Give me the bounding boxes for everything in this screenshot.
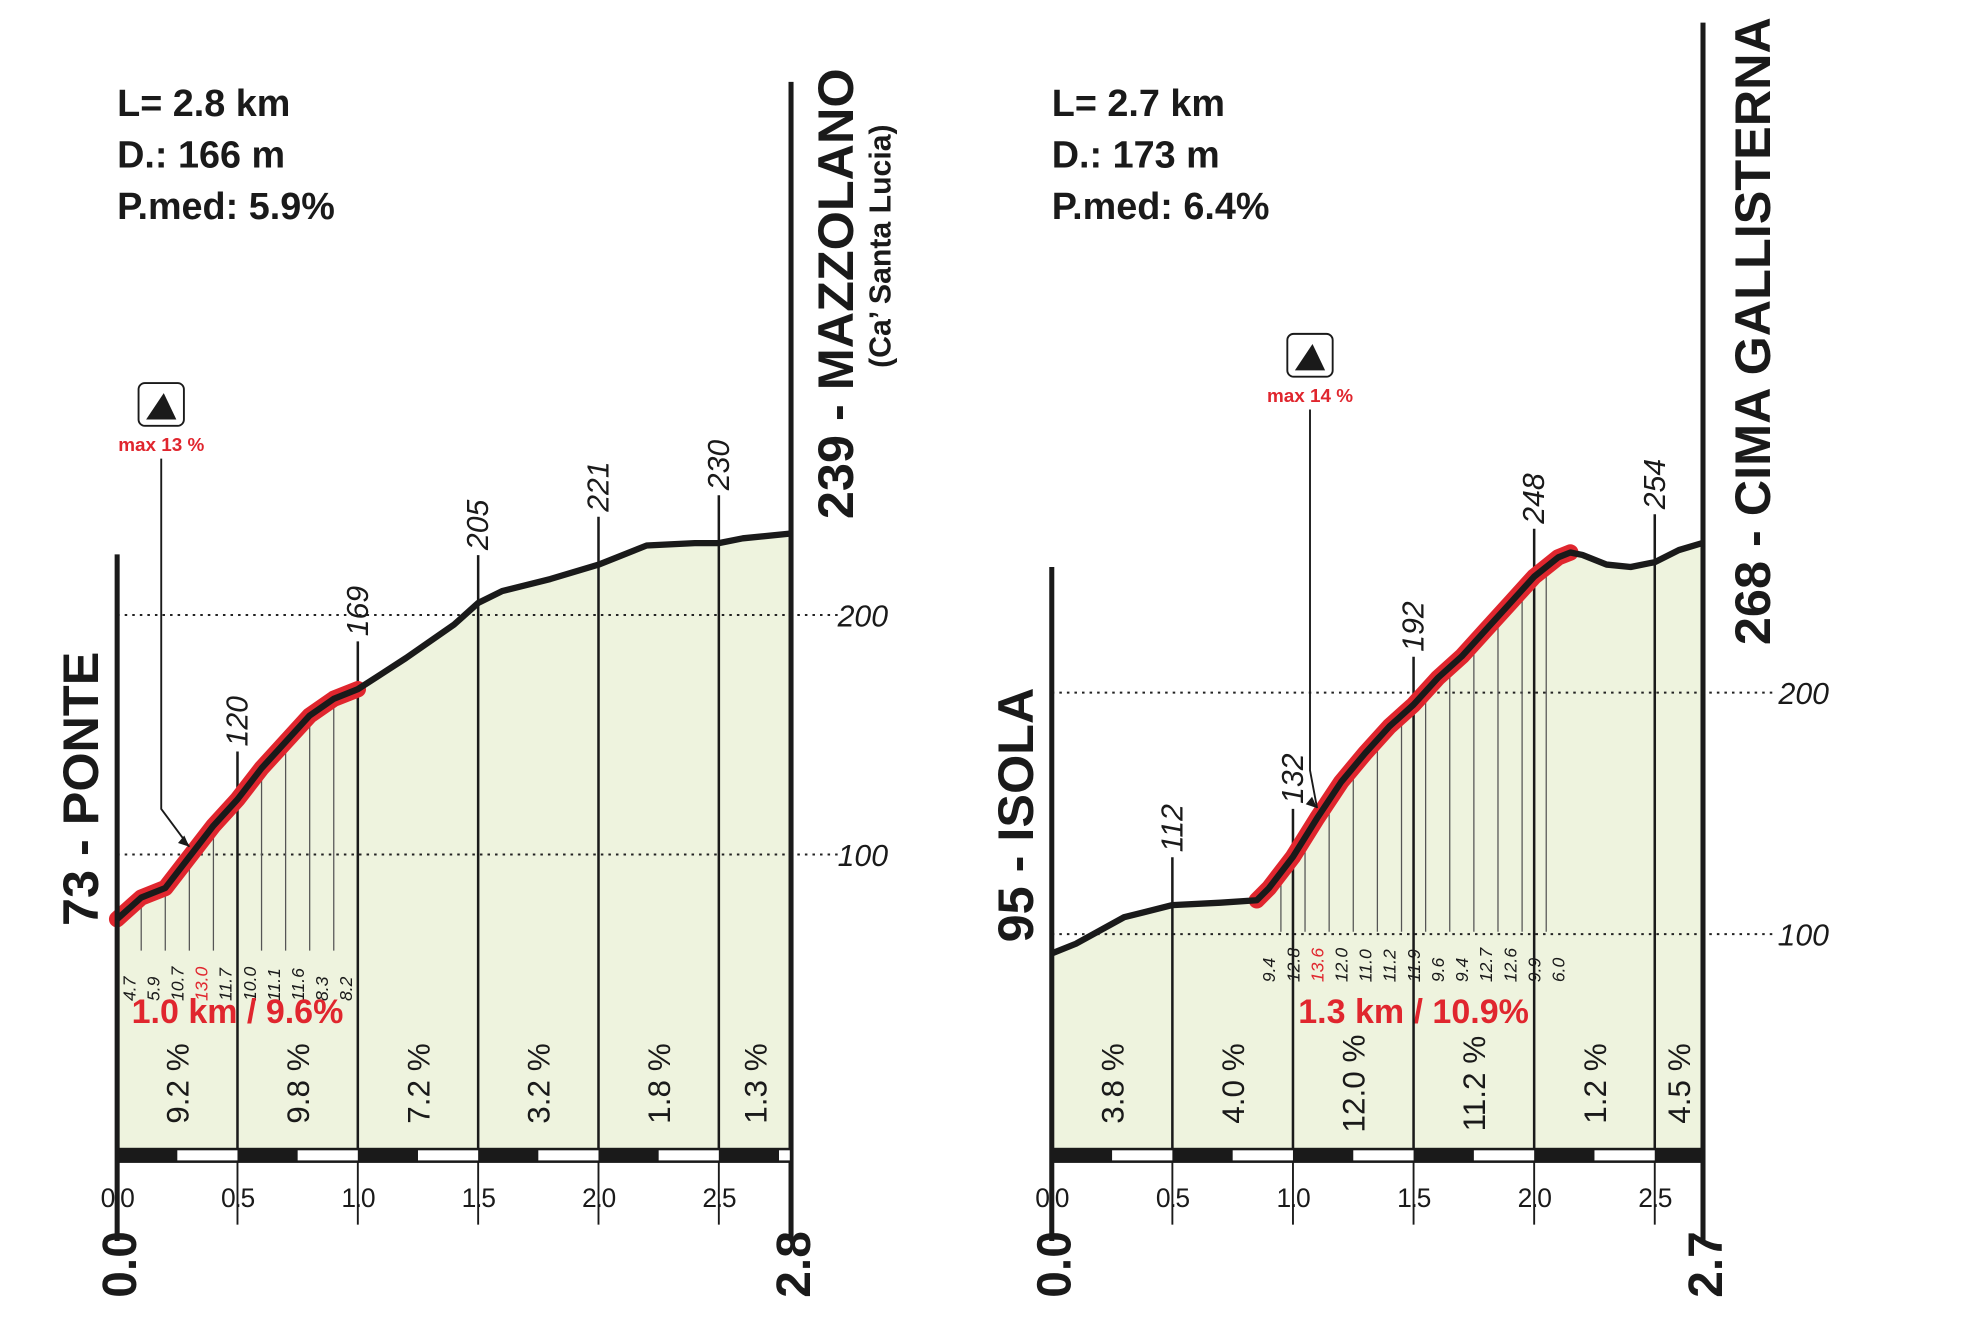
segment-gradient: 9.8 % bbox=[280, 1043, 316, 1124]
km-bar-segment bbox=[1413, 1149, 1474, 1162]
climb-info: D.: 173 m bbox=[1052, 135, 1220, 177]
x-tick-label: 2.5 bbox=[702, 1183, 736, 1213]
x-tick-label: 0.0 bbox=[101, 1183, 135, 1213]
x-tick-label: 2.5 bbox=[1638, 1183, 1672, 1213]
steep-gradient-label: 13.0 bbox=[192, 967, 212, 1002]
profile-line bbox=[115, 530, 792, 922]
marker-elevation: 169 bbox=[342, 586, 375, 637]
steep-gradient-label: 10.7 bbox=[168, 966, 188, 1002]
km-bar-segment bbox=[1654, 1149, 1703, 1162]
max-label: max 13 % bbox=[118, 435, 204, 456]
km-bar-segment bbox=[237, 1149, 298, 1162]
y-tick-label: 200 bbox=[837, 600, 889, 633]
steep-gradient-label: 8.3 bbox=[312, 976, 332, 1001]
steep-gradient-label: 4.7 bbox=[119, 975, 139, 1001]
x-tick-label: 0.0 bbox=[1035, 1183, 1069, 1213]
steep-gradient-label: 9.4 bbox=[1452, 957, 1472, 982]
steep-gradient-label: 11.6 bbox=[288, 968, 308, 1001]
x-tick-label: 0.5 bbox=[221, 1183, 255, 1213]
segment-gradient: 3.2 % bbox=[521, 1043, 557, 1124]
end-km: 2.8 bbox=[768, 1231, 821, 1298]
segment-gradient: 1.8 % bbox=[641, 1043, 677, 1124]
end-sublabel: (Ca’ Santa Lucia) bbox=[865, 124, 898, 368]
end-km: 2.7 bbox=[1680, 1231, 1733, 1298]
km-bar-segment bbox=[1534, 1149, 1595, 1162]
km-bar-segment bbox=[117, 1149, 178, 1162]
segment-gradient: 11.2 % bbox=[1456, 1036, 1492, 1132]
steep-gradient-label: 11.2 bbox=[1380, 949, 1400, 982]
km-bar-segment bbox=[1292, 1149, 1354, 1162]
max-icon-slope bbox=[1294, 343, 1326, 371]
steep-gradient-label: 11.0 bbox=[1356, 949, 1376, 982]
km-bar-segment bbox=[357, 1149, 418, 1162]
end-label: 268 - CIMA GALLISTERNA bbox=[1724, 17, 1781, 645]
steep-gradient-label: 8.2 bbox=[336, 976, 356, 1001]
max-icon-slope bbox=[146, 393, 177, 420]
segment-gradient: 3.8 % bbox=[1094, 1043, 1130, 1124]
km-bar bbox=[1050, 1147, 1705, 1163]
climb-info: D.: 166 m bbox=[117, 135, 285, 177]
segment-gradient: 7.2 % bbox=[400, 1043, 436, 1124]
segment-gradient: 1.2 % bbox=[1577, 1043, 1613, 1124]
marker-elevation: 205 bbox=[462, 499, 495, 551]
steep-gradient-label: 12.0 bbox=[1332, 948, 1352, 983]
start-km: 0.0 bbox=[1029, 1231, 1082, 1298]
marker-elevation: 120 bbox=[222, 696, 255, 747]
max-pointer bbox=[160, 458, 191, 848]
km-bar-segment bbox=[1051, 1149, 1113, 1162]
km-bar bbox=[115, 1147, 793, 1163]
segment-gradient: 9.2 % bbox=[160, 1043, 196, 1124]
climb-info: L= 2.7 km bbox=[1052, 83, 1225, 125]
max-pointer-head bbox=[178, 835, 190, 847]
climb-info: L= 2.8 km bbox=[117, 83, 290, 125]
km-bar-segment bbox=[598, 1149, 659, 1162]
climb-info: P.med: 5.9% bbox=[117, 186, 335, 228]
km-bar-segment bbox=[718, 1149, 780, 1162]
start-label: 95 - ISOLA bbox=[987, 688, 1044, 943]
steep-gradient-label: 10.0 bbox=[240, 967, 260, 1002]
max-pointer bbox=[1309, 409, 1319, 809]
steep-gradient-label: 6.0 bbox=[1549, 957, 1569, 982]
x-tick-label: 1.5 bbox=[462, 1183, 496, 1213]
km-bar-segment bbox=[1172, 1149, 1233, 1162]
climb-info: P.med: 6.4% bbox=[1052, 186, 1270, 228]
steep-gradient-label: 11.1 bbox=[264, 968, 284, 1001]
steep-gradient-label: 9.6 bbox=[1428, 957, 1448, 982]
y-tick-label: 200 bbox=[1778, 678, 1830, 711]
start-label: 73 - PONTE bbox=[52, 652, 109, 926]
marker-elevation: 248 bbox=[1518, 473, 1551, 525]
marker-elevation: 230 bbox=[703, 440, 736, 492]
marker-elevation: 192 bbox=[1398, 601, 1431, 652]
x-tick-label: 1.0 bbox=[341, 1183, 375, 1213]
steep-gradient-label: 12.6 bbox=[1500, 948, 1520, 983]
end-label: 239 - MAZZOLANO bbox=[807, 68, 864, 519]
marker-elevation: 132 bbox=[1277, 753, 1310, 804]
segment-gradient: 4.0 % bbox=[1215, 1043, 1251, 1124]
start-km: 0.0 bbox=[94, 1231, 147, 1298]
y-tick-label: 100 bbox=[1779, 919, 1830, 952]
steep-gradient-label: 13.6 bbox=[1307, 948, 1327, 983]
profile-line bbox=[1050, 539, 1704, 957]
marker-elevation: 221 bbox=[583, 461, 616, 512]
steep-gradient-label: 9.4 bbox=[1259, 957, 1279, 982]
profile-area bbox=[117, 533, 792, 1150]
steep-gradient-label: 12.7 bbox=[1476, 947, 1496, 983]
segment-gradient: 1.3 % bbox=[737, 1043, 773, 1124]
x-tick-label: 2.0 bbox=[582, 1183, 616, 1213]
steep-gradient-label: 5.9 bbox=[144, 976, 164, 1001]
x-tick-label: 0.5 bbox=[1156, 1183, 1190, 1213]
steep-gradient-label: 11.7 bbox=[216, 967, 236, 1001]
x-tick-label: 1.0 bbox=[1276, 1183, 1310, 1213]
max-pointer-head bbox=[1305, 796, 1318, 809]
segment-gradient: 4.5 % bbox=[1661, 1043, 1697, 1124]
max-label: max 14 % bbox=[1267, 386, 1353, 407]
x-tick-label: 2.0 bbox=[1518, 1183, 1552, 1213]
marker-elevation: 112 bbox=[1156, 804, 1189, 852]
marker-elevation: 254 bbox=[1639, 459, 1672, 510]
km-bar-segment bbox=[478, 1149, 539, 1162]
x-tick-label: 1.5 bbox=[1397, 1183, 1431, 1213]
segment-gradient: 12.0 % bbox=[1336, 1035, 1372, 1133]
y-tick-label: 100 bbox=[838, 840, 889, 873]
